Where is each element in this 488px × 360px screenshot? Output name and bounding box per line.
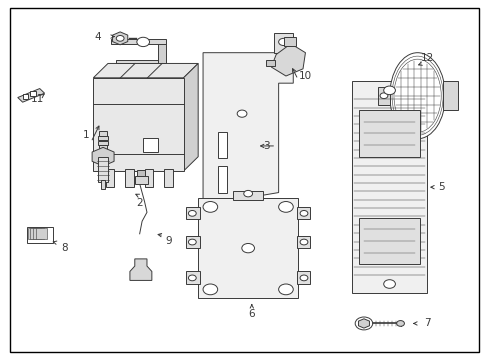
Bar (185, 235, 199, 248)
Bar (27, 228, 38, 239)
Bar (273, 33, 293, 53)
Text: 8: 8 (61, 243, 67, 253)
Bar (137, 170, 145, 176)
Bar (116, 60, 165, 63)
Polygon shape (130, 259, 152, 280)
Circle shape (203, 202, 217, 212)
Polygon shape (358, 319, 369, 328)
Circle shape (203, 284, 217, 295)
Text: 9: 9 (165, 236, 172, 246)
Bar (98, 140, 108, 145)
Bar (135, 176, 148, 184)
Circle shape (242, 243, 254, 253)
Polygon shape (203, 53, 293, 207)
Circle shape (116, 36, 124, 41)
Bar (99, 145, 107, 149)
Bar (185, 207, 199, 220)
Bar (296, 235, 310, 248)
Bar (98, 157, 108, 182)
Bar (351, 81, 427, 293)
Circle shape (383, 280, 395, 288)
Polygon shape (18, 89, 44, 102)
Polygon shape (112, 32, 127, 45)
Bar (105, 168, 114, 187)
Bar (442, 81, 457, 110)
Bar (99, 131, 107, 135)
Bar (144, 168, 153, 187)
Bar (185, 271, 199, 284)
Bar (266, 59, 275, 66)
Circle shape (383, 86, 395, 95)
Circle shape (188, 275, 196, 281)
Circle shape (237, 110, 246, 117)
Bar (358, 218, 419, 264)
Bar (198, 198, 298, 298)
Text: 12: 12 (420, 53, 433, 63)
Bar (377, 87, 389, 105)
Circle shape (300, 211, 307, 216)
Circle shape (278, 284, 293, 295)
Circle shape (244, 190, 252, 197)
Bar (296, 271, 310, 284)
Bar (233, 191, 263, 200)
Polygon shape (92, 147, 114, 166)
Circle shape (137, 37, 149, 46)
Text: 1: 1 (82, 130, 89, 140)
Bar (158, 40, 165, 63)
Circle shape (188, 211, 196, 216)
Text: 2: 2 (136, 198, 142, 208)
Ellipse shape (389, 53, 445, 139)
Bar (142, 138, 157, 152)
Circle shape (300, 275, 307, 281)
Circle shape (396, 320, 404, 326)
Polygon shape (93, 63, 198, 78)
Text: 7: 7 (423, 319, 430, 328)
Text: 10: 10 (298, 71, 311, 81)
Bar (33, 228, 44, 239)
Circle shape (379, 93, 387, 99)
Bar (98, 136, 108, 140)
Bar (30, 91, 36, 96)
Bar (101, 180, 105, 189)
Bar (93, 78, 183, 171)
Bar (30, 228, 41, 239)
Polygon shape (271, 44, 305, 76)
Text: 11: 11 (31, 94, 44, 104)
Circle shape (188, 239, 196, 245)
Bar (296, 207, 310, 220)
Bar (22, 94, 28, 99)
Circle shape (278, 39, 288, 45)
Text: 5: 5 (438, 182, 445, 192)
Bar (26, 226, 53, 243)
Circle shape (300, 239, 307, 245)
Text: 4: 4 (95, 32, 102, 41)
Bar (217, 166, 227, 193)
Bar (358, 110, 419, 157)
Polygon shape (183, 63, 198, 171)
Text: 3: 3 (263, 141, 269, 151)
Bar (36, 228, 47, 239)
Bar (111, 40, 165, 44)
Bar (125, 168, 134, 187)
Bar (283, 37, 295, 45)
Bar (217, 132, 227, 158)
Text: 6: 6 (248, 310, 255, 319)
Circle shape (278, 202, 293, 212)
Bar (163, 168, 172, 187)
